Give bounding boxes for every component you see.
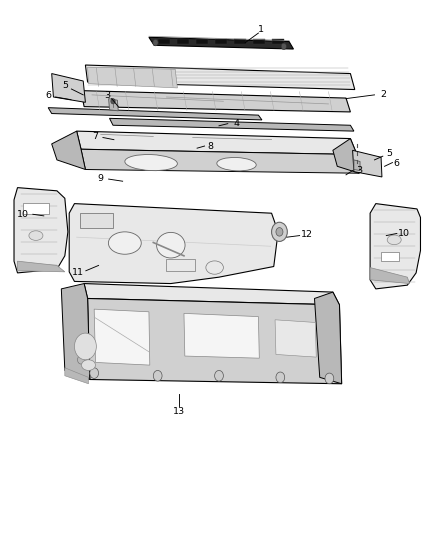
Ellipse shape xyxy=(108,232,141,254)
Text: 6: 6 xyxy=(394,159,400,168)
Circle shape xyxy=(74,333,96,360)
Ellipse shape xyxy=(206,261,223,274)
Ellipse shape xyxy=(29,231,43,240)
Ellipse shape xyxy=(156,232,185,258)
Text: 4: 4 xyxy=(233,119,240,128)
Polygon shape xyxy=(52,131,85,169)
Bar xyxy=(23,203,49,214)
Polygon shape xyxy=(84,284,339,305)
Polygon shape xyxy=(77,131,357,155)
Circle shape xyxy=(276,228,283,236)
Bar xyxy=(80,213,113,228)
Circle shape xyxy=(153,370,162,381)
Text: 12: 12 xyxy=(300,230,313,239)
Text: 11: 11 xyxy=(72,269,84,277)
Circle shape xyxy=(215,370,223,381)
Circle shape xyxy=(325,373,334,384)
Polygon shape xyxy=(48,108,262,120)
Polygon shape xyxy=(370,268,410,284)
Text: 13: 13 xyxy=(173,407,185,416)
Polygon shape xyxy=(94,309,150,365)
Polygon shape xyxy=(184,313,259,358)
Circle shape xyxy=(272,222,287,241)
Text: 3: 3 xyxy=(104,92,110,100)
Circle shape xyxy=(90,368,99,378)
Text: 10: 10 xyxy=(17,210,29,219)
Polygon shape xyxy=(370,204,420,289)
Text: 5: 5 xyxy=(62,81,68,90)
Polygon shape xyxy=(88,298,342,384)
Polygon shape xyxy=(275,320,316,357)
Polygon shape xyxy=(333,139,359,173)
Circle shape xyxy=(276,372,285,383)
Text: 7: 7 xyxy=(92,132,99,141)
Text: 8: 8 xyxy=(207,142,213,150)
Polygon shape xyxy=(85,65,355,90)
Ellipse shape xyxy=(217,157,256,171)
Polygon shape xyxy=(196,39,208,44)
Text: 1: 1 xyxy=(258,26,264,34)
Text: 6: 6 xyxy=(45,92,51,100)
Polygon shape xyxy=(81,149,359,173)
Circle shape xyxy=(111,99,115,104)
Polygon shape xyxy=(109,99,118,111)
Polygon shape xyxy=(110,118,354,131)
Polygon shape xyxy=(52,74,85,102)
Polygon shape xyxy=(215,39,227,44)
Polygon shape xyxy=(69,204,278,284)
Polygon shape xyxy=(354,160,360,171)
Polygon shape xyxy=(253,39,265,44)
Circle shape xyxy=(281,43,286,50)
Text: 9: 9 xyxy=(98,174,104,182)
Bar xyxy=(381,252,399,261)
Polygon shape xyxy=(353,150,382,177)
Polygon shape xyxy=(81,91,350,112)
Polygon shape xyxy=(65,368,88,384)
Circle shape xyxy=(78,356,85,364)
Text: 10: 10 xyxy=(398,229,410,238)
Polygon shape xyxy=(314,292,342,384)
Polygon shape xyxy=(18,261,65,272)
Polygon shape xyxy=(149,37,293,49)
Text: 5: 5 xyxy=(386,149,392,158)
Text: 2: 2 xyxy=(380,91,386,99)
Polygon shape xyxy=(158,39,170,44)
Polygon shape xyxy=(61,284,90,379)
Ellipse shape xyxy=(387,235,401,245)
Polygon shape xyxy=(272,39,284,44)
Polygon shape xyxy=(177,39,189,44)
Ellipse shape xyxy=(81,360,95,370)
Circle shape xyxy=(84,334,91,343)
Polygon shape xyxy=(14,188,68,273)
Polygon shape xyxy=(233,39,246,44)
Ellipse shape xyxy=(125,155,177,171)
Polygon shape xyxy=(88,67,177,88)
Circle shape xyxy=(153,39,158,46)
Bar xyxy=(166,259,195,271)
Text: 3: 3 xyxy=(356,166,362,175)
